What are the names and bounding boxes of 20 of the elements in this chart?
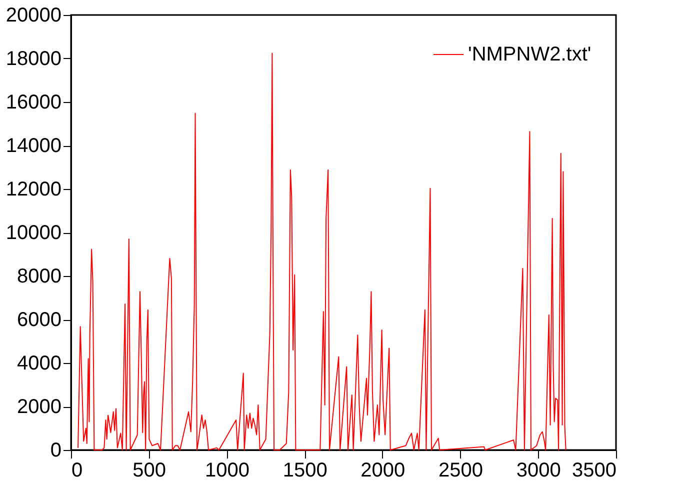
legend-label: 'NMPNW2.txt' [468,44,592,66]
x-tick-label: 500 [132,460,166,482]
x-tick-label: 2500 [438,460,484,482]
y-tick-label: 10000 [6,222,62,244]
y-tick-label: 20000 [6,4,62,26]
y-tick-label: 4000 [17,352,62,374]
x-tick-label: 2000 [360,460,406,482]
x-tick-label: 3500 [572,460,616,482]
y-tick-label: 18000 [6,48,62,70]
x-tick-label: 3000 [516,460,561,482]
y-tick-label: 6000 [17,309,62,331]
x-tick-label: 0 [72,460,83,482]
y-tick-label: 12000 [6,178,62,200]
y-tick-label: 0 [50,440,62,462]
x-tick-label: 1000 [204,460,250,482]
y-tick-label: 16000 [6,92,62,114]
y-tick-label: 2000 [17,396,62,418]
y-tick-label: 14000 [6,135,62,157]
x-tick-label: 1500 [282,460,328,482]
y-tick-label: 8000 [17,266,62,288]
